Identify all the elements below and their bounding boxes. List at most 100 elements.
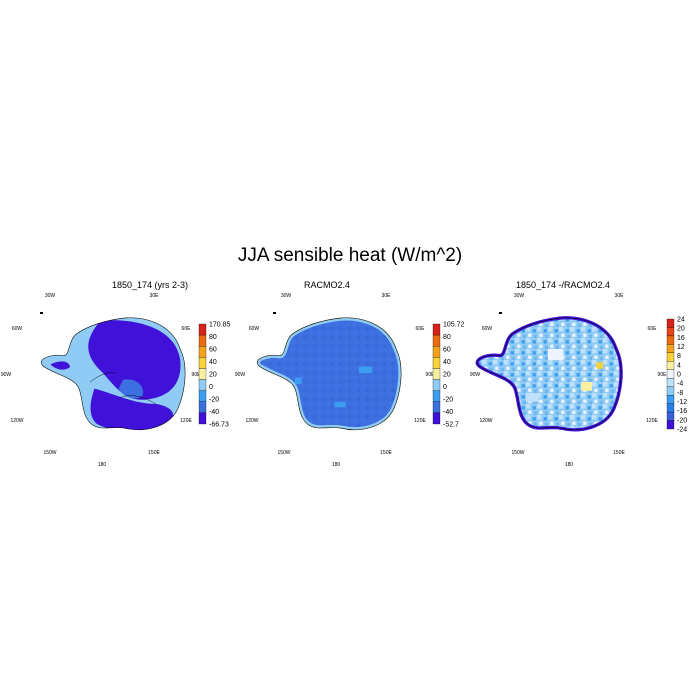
svg-text:60W: 60W — [482, 326, 493, 332]
colorbar-label: -20 — [209, 397, 219, 404]
colorbar-swatch — [666, 420, 675, 430]
colorbar-label: 80 — [209, 334, 217, 341]
colorbar-label: -66.73 — [209, 422, 229, 429]
colorbar-swatch — [666, 344, 675, 353]
colorbar-label: 0 — [443, 384, 447, 391]
panel-2-title: RACMO2.4 — [303, 280, 350, 290]
colorbar-swatch — [198, 390, 207, 402]
colorbar-label: 16 — [677, 335, 685, 342]
panel-1-lon-labels: 30W 30E 60W 60E 90W 90E 120W 120E 150W 1… — [1, 293, 201, 468]
colorbar-label: -20 — [443, 397, 453, 404]
panel-3-map — [475, 316, 623, 432]
svg-text:90E: 90E — [658, 372, 668, 378]
colorbar-label: -16 — [677, 408, 687, 415]
colorbar-swatch — [198, 368, 207, 380]
colorbar-swatch — [666, 386, 675, 396]
colorbar-swatch — [432, 323, 441, 336]
colorbar-swatch — [432, 346, 441, 358]
svg-text:30W: 30W — [45, 293, 56, 299]
svg-text:180: 180 — [98, 462, 107, 468]
svg-text:90W: 90W — [235, 372, 246, 378]
colorbar-swatch — [432, 357, 441, 369]
colorbar-label: 8 — [677, 353, 681, 360]
colorbar-label: 60 — [209, 347, 217, 354]
svg-text:180: 180 — [565, 462, 574, 468]
panel-2-map — [256, 317, 402, 431]
svg-text:150E: 150E — [613, 450, 625, 456]
colorbar-label: -40 — [443, 409, 453, 416]
svg-text:120W: 120W — [10, 418, 23, 424]
colorbar-label: 170.85 — [209, 322, 231, 329]
svg-text:120E: 120E — [414, 418, 426, 424]
colorbar-label: -24 — [677, 427, 687, 434]
colorbar-swatch — [666, 378, 675, 387]
svg-text:150E: 150E — [380, 450, 392, 456]
svg-text:90E: 90E — [426, 372, 436, 378]
colorbar-label: -12 — [677, 399, 687, 406]
svg-text:90W: 90W — [470, 372, 481, 378]
svg-text:60E: 60E — [648, 326, 658, 332]
colorbar-swatch — [198, 323, 207, 336]
svg-text:120W: 120W — [479, 418, 492, 424]
colorbar-label: 20 — [209, 372, 217, 379]
svg-text:150W: 150W — [43, 450, 56, 456]
colorbar-swatch — [666, 361, 675, 370]
svg-text:30E: 30E — [615, 293, 625, 299]
colorbar-label: 0 — [677, 372, 681, 379]
colorbar-swatch — [666, 318, 675, 328]
panel-2-colorbar: 105.72 80 60 40 20 0 -20 -40 -52.7 — [432, 322, 465, 429]
panel-3-colorbar: 24 20 16 12 8 4 0 -4 -8 -12 -16 -20 -24 — [666, 317, 687, 434]
panel-1-title: 1850_174 (yrs 2-3) — [111, 280, 189, 290]
colorbar-swatch — [666, 335, 675, 345]
colorbar-label: 20 — [677, 326, 685, 333]
panel-2-lon-labels: 30W 30E 60W 60E 90W 90E 120W 120E 150W 1… — [235, 293, 435, 468]
svg-text:120E: 120E — [180, 418, 192, 424]
colorbar-label: 105.72 — [443, 322, 465, 329]
colorbar-swatch — [432, 412, 441, 425]
colorbar-swatch — [666, 327, 675, 337]
colorbar-swatch — [198, 357, 207, 369]
svg-text:90W: 90W — [1, 372, 12, 378]
panel-3-title: 1850_174 -/RACMO2.4 — [515, 280, 611, 290]
colorbar-label: -4 — [677, 381, 683, 388]
colorbar-label: 60 — [443, 347, 451, 354]
colorbar-label: 4 — [677, 362, 681, 369]
colorbar-label: 12 — [677, 344, 685, 351]
colorbar-label: -52.7 — [443, 422, 459, 429]
colorbar-swatch — [432, 379, 441, 391]
colorbar-swatch — [198, 346, 207, 358]
colorbar-swatch — [432, 390, 441, 402]
colorbar-swatch — [432, 334, 441, 347]
colorbar-swatch — [666, 403, 675, 413]
svg-text:90E: 90E — [192, 372, 202, 378]
svg-text:30E: 30E — [382, 293, 392, 299]
colorbar-label: 40 — [209, 359, 217, 366]
svg-text:150W: 150W — [511, 450, 524, 456]
colorbar-swatch — [198, 334, 207, 347]
panel-1-colorbar: 170.85 80 60 40 20 0 -20 -40 -66.73 — [198, 322, 231, 429]
svg-text:60E: 60E — [182, 326, 192, 332]
svg-text:150E: 150E — [148, 450, 160, 456]
colorbar-swatch — [432, 368, 441, 380]
svg-text:60W: 60W — [12, 326, 23, 332]
svg-text:60W: 60W — [249, 326, 260, 332]
figure-title: JJA sensible heat (W/m^2) — [237, 245, 463, 266]
panel-3-lon-labels: 30W 30E 60W 60E 90W 90E 120W 120E 150W 1… — [470, 293, 667, 468]
colorbar-label: 40 — [443, 359, 451, 366]
colorbar-swatch — [666, 395, 675, 404]
colorbar-swatch — [666, 352, 675, 362]
colorbar-swatch — [198, 412, 207, 425]
colorbar-swatch — [666, 369, 675, 379]
svg-text:30W: 30W — [281, 293, 292, 299]
colorbar-label: -8 — [677, 390, 683, 397]
colorbar-label: 80 — [443, 334, 451, 341]
colorbar-label: -40 — [209, 409, 219, 416]
colorbar-label: 24 — [677, 317, 685, 324]
colorbar-swatch — [198, 379, 207, 391]
colorbar-label: -20 — [677, 417, 687, 424]
svg-text:120E: 120E — [646, 418, 658, 424]
colorbar-label: 20 — [443, 372, 451, 379]
svg-text:30W: 30W — [514, 293, 525, 299]
colorbar-label: 0 — [209, 384, 213, 391]
